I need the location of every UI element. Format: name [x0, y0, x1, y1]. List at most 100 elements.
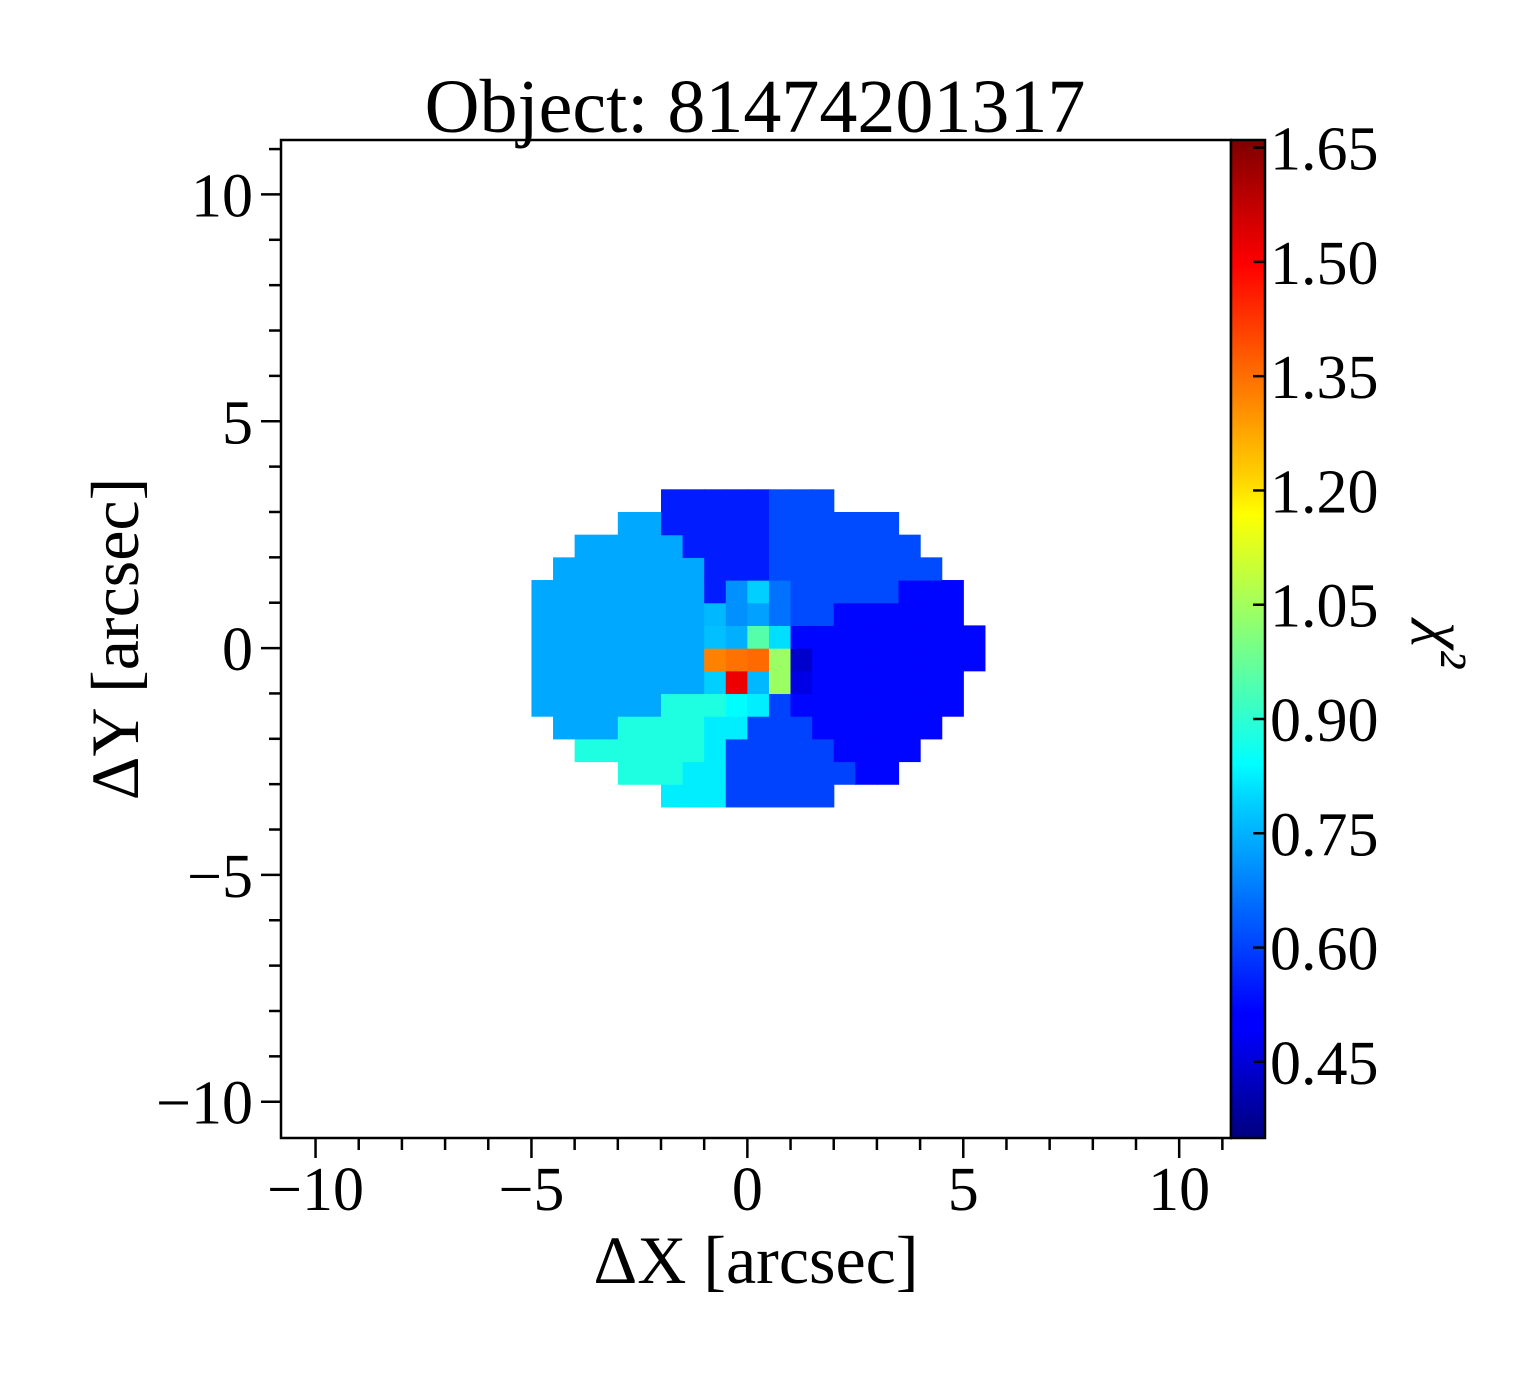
heatmap-cell [725, 648, 748, 672]
heatmap-cell [704, 693, 727, 717]
heatmap-cell [812, 625, 835, 649]
heatmap-cell [833, 625, 856, 649]
heatmap-cell [596, 716, 619, 740]
heatmap-cell [768, 534, 792, 558]
heatmap-cell [553, 670, 576, 695]
heatmap-cell [617, 534, 641, 558]
heatmap-cell [876, 625, 900, 649]
heatmap-cell [639, 670, 662, 695]
heatmap-cell [661, 557, 684, 581]
heatmap-cell [790, 784, 813, 808]
heatmap-cell [747, 738, 770, 763]
heatmap-cell [876, 602, 900, 626]
heatmap-cell [682, 625, 705, 649]
heatmap-cell [855, 648, 878, 672]
heatmap-cell [747, 580, 770, 604]
heatmap-cell [855, 693, 878, 717]
heatmap-cell [898, 602, 921, 626]
heatmap-cell [855, 511, 878, 536]
heatmap-cell [617, 602, 641, 626]
heatmap-cell [596, 534, 619, 558]
heatmap-cell [617, 761, 641, 785]
colorbar-tick-label: 0.60 [1270, 916, 1379, 984]
heatmap-cell [617, 557, 641, 581]
heatmap-cell [639, 534, 662, 558]
heatmap-cell [574, 738, 597, 763]
x-tick-label: 5 [948, 1156, 979, 1224]
heatmap-cell [833, 602, 856, 626]
heatmap-cell [833, 580, 856, 604]
y-tick-label: 0 [222, 616, 253, 684]
heatmap-cell [725, 693, 748, 717]
heatmap-cell [725, 625, 748, 649]
heatmap-cell [661, 716, 684, 740]
heatmap-cell [704, 557, 727, 581]
heatmap-cell [661, 489, 684, 513]
heatmap-cell [747, 670, 770, 695]
heatmap-cell [747, 784, 770, 808]
heatmap-cell [876, 557, 900, 581]
heatmap-cell [617, 693, 641, 717]
heatmap-cell [768, 670, 792, 695]
heatmap-cell [725, 602, 748, 626]
heatmap-cell [661, 511, 684, 536]
heatmap-cell [963, 648, 986, 672]
heatmap-cell [790, 489, 813, 513]
heatmap-cell [812, 511, 835, 536]
heatmap-cell [531, 580, 554, 604]
heatmap-cell [596, 693, 619, 717]
x-tick-label: 10 [1148, 1156, 1210, 1224]
colorbar-label: χ² [1411, 617, 1479, 669]
heatmap-cell [941, 602, 964, 626]
heatmap-cell [833, 670, 856, 695]
heatmap-cell [574, 580, 597, 604]
heatmap-cell [639, 511, 662, 536]
heatmap-cell [833, 693, 856, 717]
heatmap-cell [768, 511, 792, 536]
heatmap-cell [617, 716, 641, 740]
heatmap-cell [704, 670, 727, 695]
x-tick-label: 0 [732, 1156, 763, 1224]
heatmap-cell [768, 784, 792, 808]
heatmap-cell [682, 557, 705, 581]
heatmap-cell [768, 738, 792, 763]
y-axis-label: ΔY [arcsec] [77, 478, 153, 800]
heatmap-cell [747, 602, 770, 626]
heatmap-cell [898, 716, 921, 740]
heatmap-cell [876, 511, 900, 536]
heatmap-cell [790, 602, 813, 626]
heatmap-cell [553, 580, 576, 604]
heatmap-cell [920, 580, 943, 604]
heatmap-cell [682, 670, 705, 695]
heatmap-cell [876, 580, 900, 604]
y-tick-label: −10 [156, 1070, 253, 1138]
heatmap-cell [704, 648, 727, 672]
heatmap-cell [855, 580, 878, 604]
heatmap-cell [920, 602, 943, 626]
x-axis: −10 −5 0 5 10 [267, 1138, 1224, 1224]
heatmap-cell [704, 716, 727, 740]
heatmap-cell [855, 716, 878, 740]
heatmap-cell [574, 534, 597, 558]
heatmap-cell [920, 693, 943, 717]
heatmap-cell [704, 625, 727, 649]
heatmap-cell [855, 625, 878, 649]
heatmap-cell [661, 784, 684, 808]
heatmap-cell [704, 602, 727, 626]
heatmap-cell [747, 716, 770, 740]
colorbar-tick-label: 1.50 [1270, 230, 1379, 298]
heatmap-cell [682, 693, 705, 717]
heatmap-cell [768, 693, 792, 717]
heatmap-cell [812, 648, 835, 672]
heatmap-cell [574, 693, 597, 717]
heatmap-cell [531, 693, 554, 717]
heatmap-cell [704, 489, 727, 513]
heatmap-cell [876, 534, 900, 558]
heatmap-cell [553, 716, 576, 740]
heatmap-cell [898, 625, 921, 649]
heatmap-cell [704, 738, 727, 763]
heatmap-cell [812, 693, 835, 717]
heatmap-cell [553, 648, 576, 672]
heatmap-cell [661, 602, 684, 626]
heatmap-cell [596, 557, 619, 581]
